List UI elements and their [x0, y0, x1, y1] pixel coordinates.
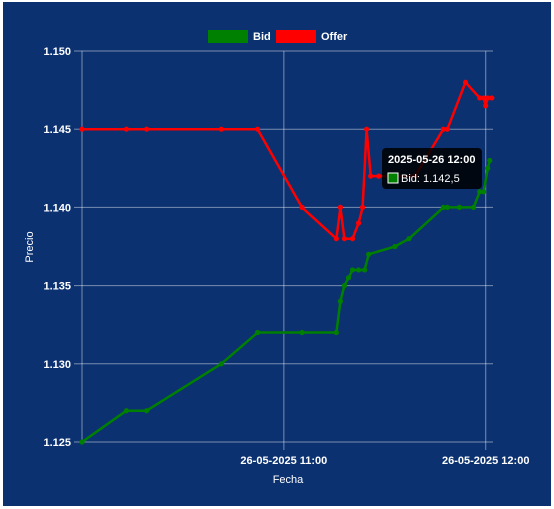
series-layer [79, 79, 495, 445]
data-point-offer[interactable] [368, 173, 374, 179]
data-point-bid[interactable] [485, 165, 491, 171]
legend[interactable]: Bid Offer [208, 30, 348, 43]
data-point-offer[interactable] [255, 126, 261, 132]
data-point-offer[interactable] [483, 103, 489, 109]
tooltip-box [382, 148, 482, 189]
data-point-offer[interactable] [299, 204, 305, 210]
data-point-bid[interactable] [341, 283, 348, 289]
y-tick-label: 1.125 [43, 437, 71, 449]
data-point-offer[interactable] [485, 95, 491, 101]
data-point-bid[interactable] [406, 236, 412, 242]
tooltip-body: Bid: 1.142,5 [401, 173, 460, 185]
data-point-offer[interactable] [462, 79, 469, 85]
tooltip-color-box [387, 172, 399, 184]
series-line-bid [81, 160, 492, 444]
y-axis-title: Precio [24, 231, 36, 262]
data-point-offer[interactable] [376, 173, 382, 179]
data-point-bid[interactable] [345, 275, 352, 281]
data-point-offer[interactable] [218, 126, 224, 132]
data-point-bid[interactable] [355, 267, 362, 273]
data-point-offer[interactable] [333, 236, 339, 242]
data-point-offer[interactable] [337, 204, 343, 210]
data-point-offer[interactable] [444, 126, 450, 132]
y-tick-label: 1.150 [43, 46, 71, 58]
data-point-bid[interactable] [79, 439, 85, 445]
data-point-offer[interactable] [359, 204, 366, 210]
data-point-offer[interactable] [440, 126, 446, 132]
data-point-bid[interactable] [337, 298, 343, 304]
tooltip-title: 2025-05-26 12:00 [388, 154, 475, 166]
y-tick-label: 1.140 [43, 202, 71, 214]
data-point-bid[interactable] [255, 329, 261, 336]
data-point-offer[interactable] [349, 236, 356, 242]
x-axis-ticks: 26-05-2025 11:00 26-05-2025 12:00 [240, 455, 529, 467]
data-point-offer[interactable] [477, 95, 483, 101]
data-point-bid[interactable] [444, 204, 450, 210]
x-tick-label: 26-05-2025 11:00 [240, 455, 327, 467]
data-point-bid[interactable] [487, 157, 493, 164]
data-point-bid[interactable] [333, 329, 339, 336]
data-point-offer[interactable] [489, 95, 495, 101]
data-point-offer[interactable] [364, 126, 370, 132]
data-point-bid[interactable] [440, 204, 446, 210]
data-point-bid[interactable] [299, 329, 305, 336]
data-point-offer[interactable] [481, 95, 487, 101]
data-point-bid[interactable] [392, 243, 398, 250]
tooltip: 2025-05-26 12:00 Bid: 1.142,5 [382, 148, 482, 189]
y-tick-label: 1.135 [43, 281, 71, 293]
x-tick-label: 26-05-2025 12:00 [442, 455, 529, 467]
grid-lines [74, 50, 493, 450]
data-point-offer[interactable] [341, 236, 348, 242]
data-point-bid[interactable] [456, 204, 463, 210]
data-point-offer[interactable] [143, 126, 150, 132]
y-tick-label: 1.145 [43, 124, 71, 136]
data-point-bid[interactable] [349, 267, 356, 273]
data-point-bid[interactable] [362, 267, 368, 273]
data-point-bid[interactable] [481, 189, 487, 195]
data-point-offer[interactable] [79, 126, 85, 132]
legend-swatch-offer[interactable] [276, 30, 316, 43]
data-point-bid[interactable] [123, 408, 130, 414]
data-point-bid[interactable] [471, 204, 477, 210]
data-point-offer[interactable] [123, 126, 130, 132]
legend-swatch-bid[interactable] [208, 30, 248, 43]
data-point-bid[interactable] [366, 251, 372, 257]
x-axis-title: Fecha [273, 474, 304, 486]
data-point-bid[interactable] [143, 408, 150, 414]
legend-label-bid[interactable]: Bid [253, 31, 271, 43]
data-point-bid[interactable] [477, 189, 483, 195]
legend-label-offer[interactable]: Offer [321, 31, 348, 43]
data-point-bid[interactable] [218, 361, 224, 367]
data-point-offer[interactable] [355, 220, 362, 226]
y-tick-label: 1.130 [43, 359, 71, 371]
chart-panel [3, 2, 551, 506]
y-axis-ticks: 1.125 1.130 1.135 1.140 1.145 1.150 [43, 46, 71, 449]
